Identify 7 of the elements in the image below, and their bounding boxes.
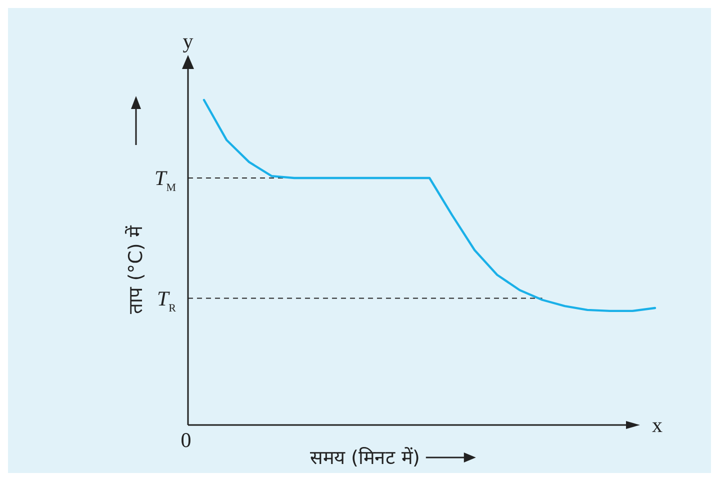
text: 0: [180, 428, 192, 452]
ref-line-label: T$_{M}$: [154, 166, 176, 194]
y-axis-title: ताप (°C) में: [124, 225, 147, 314]
annotation: x: [652, 413, 663, 437]
x-axis-title: समय (मिनट में): [310, 446, 420, 469]
text: y: [182, 29, 194, 53]
ref-line-label: T$_{R}$: [156, 286, 177, 314]
